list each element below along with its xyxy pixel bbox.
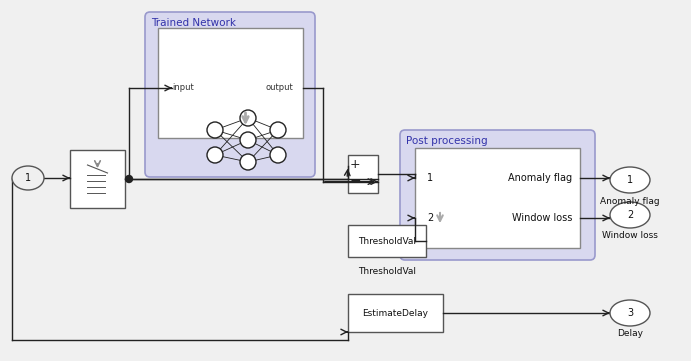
- Text: input: input: [172, 83, 193, 92]
- FancyBboxPatch shape: [348, 294, 443, 332]
- FancyBboxPatch shape: [348, 225, 426, 257]
- Text: 2: 2: [427, 213, 433, 223]
- Text: Window loss: Window loss: [511, 213, 572, 223]
- Ellipse shape: [207, 147, 223, 163]
- FancyBboxPatch shape: [348, 155, 378, 193]
- Text: Trained Network: Trained Network: [151, 18, 236, 28]
- Ellipse shape: [240, 132, 256, 148]
- Text: Anomaly flag: Anomaly flag: [600, 196, 660, 205]
- Ellipse shape: [207, 122, 223, 138]
- FancyBboxPatch shape: [145, 12, 315, 177]
- Ellipse shape: [270, 122, 286, 138]
- Text: −: −: [349, 174, 361, 188]
- Ellipse shape: [610, 202, 650, 228]
- Text: Delay: Delay: [617, 330, 643, 339]
- FancyBboxPatch shape: [158, 28, 303, 138]
- Ellipse shape: [610, 167, 650, 193]
- Text: Anomaly flag: Anomaly flag: [508, 173, 572, 183]
- Ellipse shape: [240, 154, 256, 170]
- Text: 1: 1: [25, 173, 31, 183]
- Text: 1: 1: [627, 175, 633, 185]
- Text: 3: 3: [627, 308, 633, 318]
- Text: EstimateDelay: EstimateDelay: [363, 309, 428, 318]
- Text: Window loss: Window loss: [602, 231, 658, 240]
- Text: +: +: [350, 158, 360, 171]
- Text: Post processing: Post processing: [406, 136, 488, 146]
- Ellipse shape: [610, 300, 650, 326]
- FancyBboxPatch shape: [400, 130, 595, 260]
- FancyBboxPatch shape: [70, 150, 125, 208]
- Text: ThresholdVal: ThresholdVal: [358, 267, 416, 276]
- Text: output: output: [265, 83, 293, 92]
- FancyBboxPatch shape: [415, 148, 580, 248]
- Ellipse shape: [12, 166, 44, 190]
- Text: 2: 2: [627, 210, 633, 220]
- Ellipse shape: [270, 147, 286, 163]
- Text: ThresholdVal: ThresholdVal: [358, 236, 416, 245]
- Text: 1: 1: [427, 173, 433, 183]
- Circle shape: [126, 175, 133, 183]
- Ellipse shape: [240, 110, 256, 126]
